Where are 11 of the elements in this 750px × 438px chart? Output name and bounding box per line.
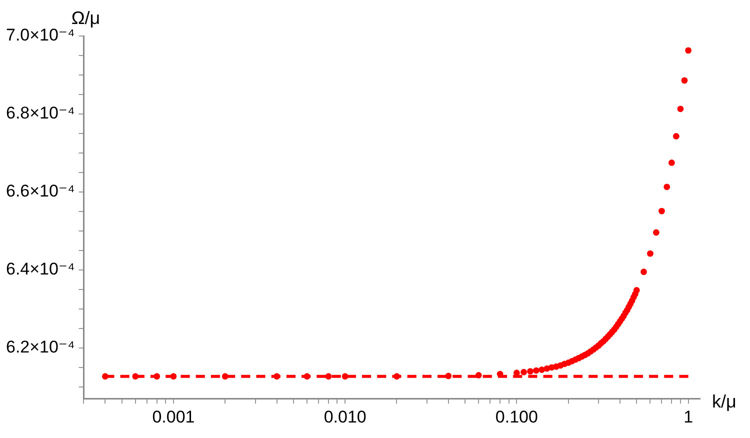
y-tick-label: 6.2×10⁻⁴: [6, 338, 75, 357]
y-tick-label: 6.8×10⁻⁴: [6, 104, 75, 123]
y-axis-title: Ω/μ: [71, 8, 100, 28]
x-tick-label: 0.100: [495, 407, 538, 426]
x-tick-label: 0.001: [152, 407, 195, 426]
x-axis-title: k/μ: [712, 392, 736, 412]
y-tick-label: 7.0×10⁻⁴: [6, 26, 75, 45]
y-tick-label: 6.6×10⁻⁴: [6, 182, 75, 201]
y-tick-label: 6.4×10⁻⁴: [6, 260, 75, 279]
x-tick-label: 0.010: [324, 407, 366, 426]
x-tick-label: 1: [684, 407, 694, 426]
